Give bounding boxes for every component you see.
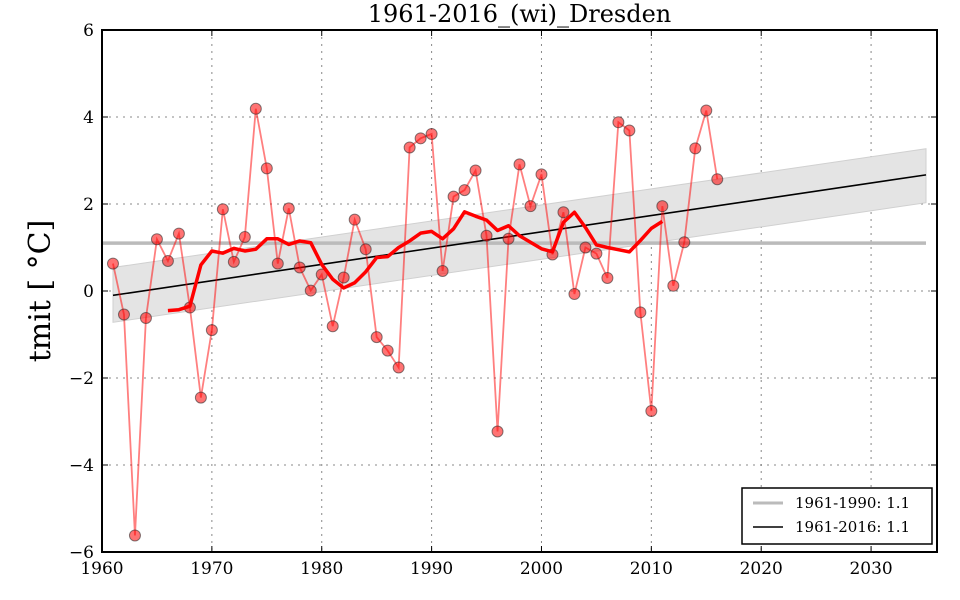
data-point (513, 158, 526, 171)
data-point (535, 168, 548, 181)
data-point (205, 324, 218, 337)
data-point (700, 104, 713, 117)
data-point (612, 116, 625, 129)
data-point (381, 344, 394, 357)
data-point (480, 229, 493, 242)
data-point (502, 232, 515, 245)
data-point (304, 284, 317, 297)
data-point (689, 142, 702, 155)
data-point (667, 279, 680, 292)
data-point (370, 331, 383, 344)
running-mean-layer (167, 210, 664, 313)
data-point (678, 236, 691, 249)
data-point (348, 213, 361, 226)
axis-ticks: 1960 1970 1980 1990 2000 2010 2020 2030 −6 −4 −2 0 2… (69, 21, 937, 579)
y-tick-label: 4 (83, 108, 94, 128)
y-tick-label: −4 (69, 456, 94, 476)
data-point (150, 233, 163, 246)
data-point (436, 264, 449, 277)
x-tick-label: 1960 (80, 559, 123, 579)
data-point (282, 202, 295, 215)
x-tick-label: 2030 (849, 559, 892, 579)
x-tick-label: 2000 (520, 559, 563, 579)
data-point (117, 308, 130, 321)
data-point (293, 261, 306, 274)
chart-title: 1961-2016_(wi)_Dresden (368, 0, 671, 28)
legend: 1961-1990: 1.1 1961-2016: 1.1 (741, 487, 933, 545)
data-point (227, 255, 240, 268)
data-point (579, 241, 592, 254)
data-point (711, 173, 724, 186)
data-point (139, 311, 152, 324)
y-tick-label: 0 (83, 282, 94, 302)
data-point (623, 124, 636, 137)
x-tick-label: 1990 (410, 559, 453, 579)
data-point (425, 127, 438, 140)
data-point (601, 271, 614, 284)
legend-label-trend: 1961-2016: 1.1 (795, 518, 910, 536)
data-point (260, 162, 273, 175)
data-point (645, 405, 658, 418)
data-point (491, 425, 504, 438)
data-point (414, 132, 427, 145)
y-axis-label: tmit [ °C] (23, 220, 58, 363)
data-point (392, 361, 405, 374)
y-tick-label: −6 (69, 543, 94, 563)
data-point (634, 306, 647, 319)
x-tick-label: 1980 (300, 559, 343, 579)
data-point (359, 243, 372, 256)
data-point (128, 529, 141, 542)
data-point (469, 164, 482, 177)
data-point (271, 257, 284, 270)
data-point (557, 206, 570, 219)
y-tick-label: −2 (69, 369, 94, 389)
y-tick-label: 2 (83, 195, 94, 215)
data-point (337, 271, 350, 284)
data-point (656, 200, 669, 213)
data-point (590, 247, 603, 260)
data-point (194, 391, 207, 404)
annual-layer (106, 102, 724, 542)
annual-line (112, 108, 719, 536)
data-point (524, 200, 537, 213)
data-point (326, 320, 339, 333)
x-tick-label: 2020 (740, 559, 783, 579)
data-point (161, 254, 174, 267)
x-tick-label: 2010 (630, 559, 673, 579)
data-point (568, 288, 581, 301)
x-tick-label: 1970 (190, 559, 233, 579)
data-point (238, 231, 251, 244)
data-point (403, 141, 416, 154)
data-point (172, 227, 185, 240)
y-tick-label: 6 (83, 21, 94, 41)
legend-box (741, 487, 933, 545)
legend-label-baseline: 1961-1990: 1.1 (795, 494, 910, 512)
data-point (216, 203, 229, 216)
data-point (458, 184, 471, 197)
data-point (106, 257, 119, 270)
data-point (249, 102, 262, 115)
running-mean-line (167, 210, 664, 313)
data-point (447, 190, 460, 203)
